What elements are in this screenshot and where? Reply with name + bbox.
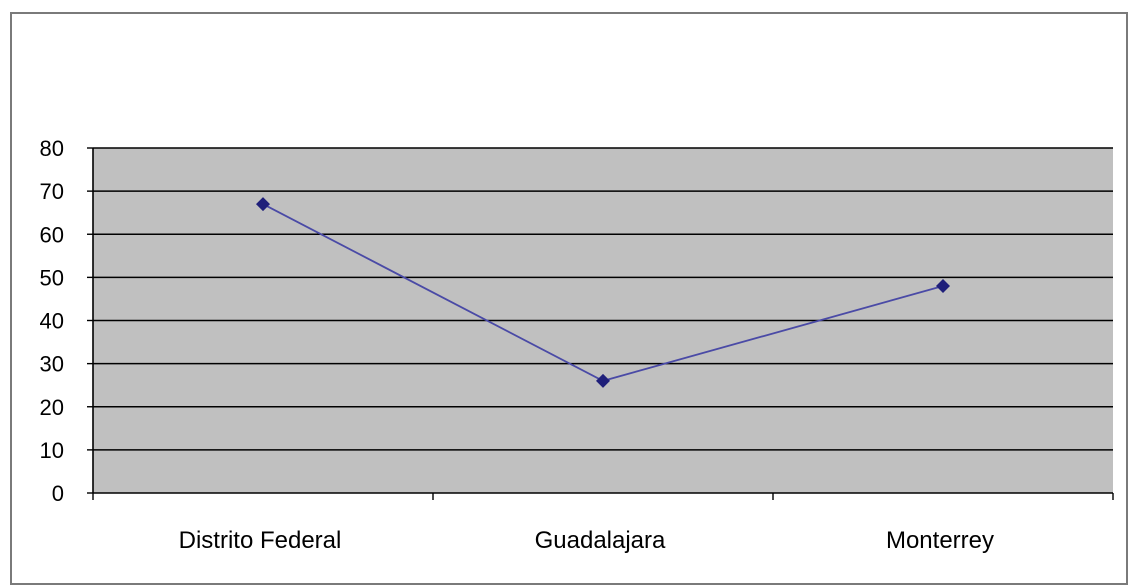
y-tick-label: 60: [40, 222, 64, 247]
axes: [87, 147, 1114, 500]
data-point: [596, 373, 610, 388]
y-tick-label: 20: [40, 395, 64, 420]
y-tick-label: 40: [40, 309, 64, 334]
y-tick-label: 30: [40, 352, 64, 377]
y-tick-label: 70: [40, 179, 64, 204]
y-tick-label: 50: [40, 265, 64, 290]
y-tick-label: 10: [40, 438, 64, 463]
data-point: [256, 197, 270, 212]
x-tick-label: Distrito Federal: [179, 527, 342, 554]
x-tick-label: Guadalajara: [535, 527, 666, 554]
y-tick-label: 0: [52, 481, 64, 506]
y-tick-label: 80: [40, 136, 64, 161]
data-point: [936, 279, 950, 293]
gridlines: [93, 147, 1113, 451]
labels: 0 10 20 30 40 50 60 70 80 Distrito Federal Guadala…: [40, 136, 995, 554]
x-tick-label: Monterrey: [886, 527, 994, 554]
series: [256, 197, 950, 388]
